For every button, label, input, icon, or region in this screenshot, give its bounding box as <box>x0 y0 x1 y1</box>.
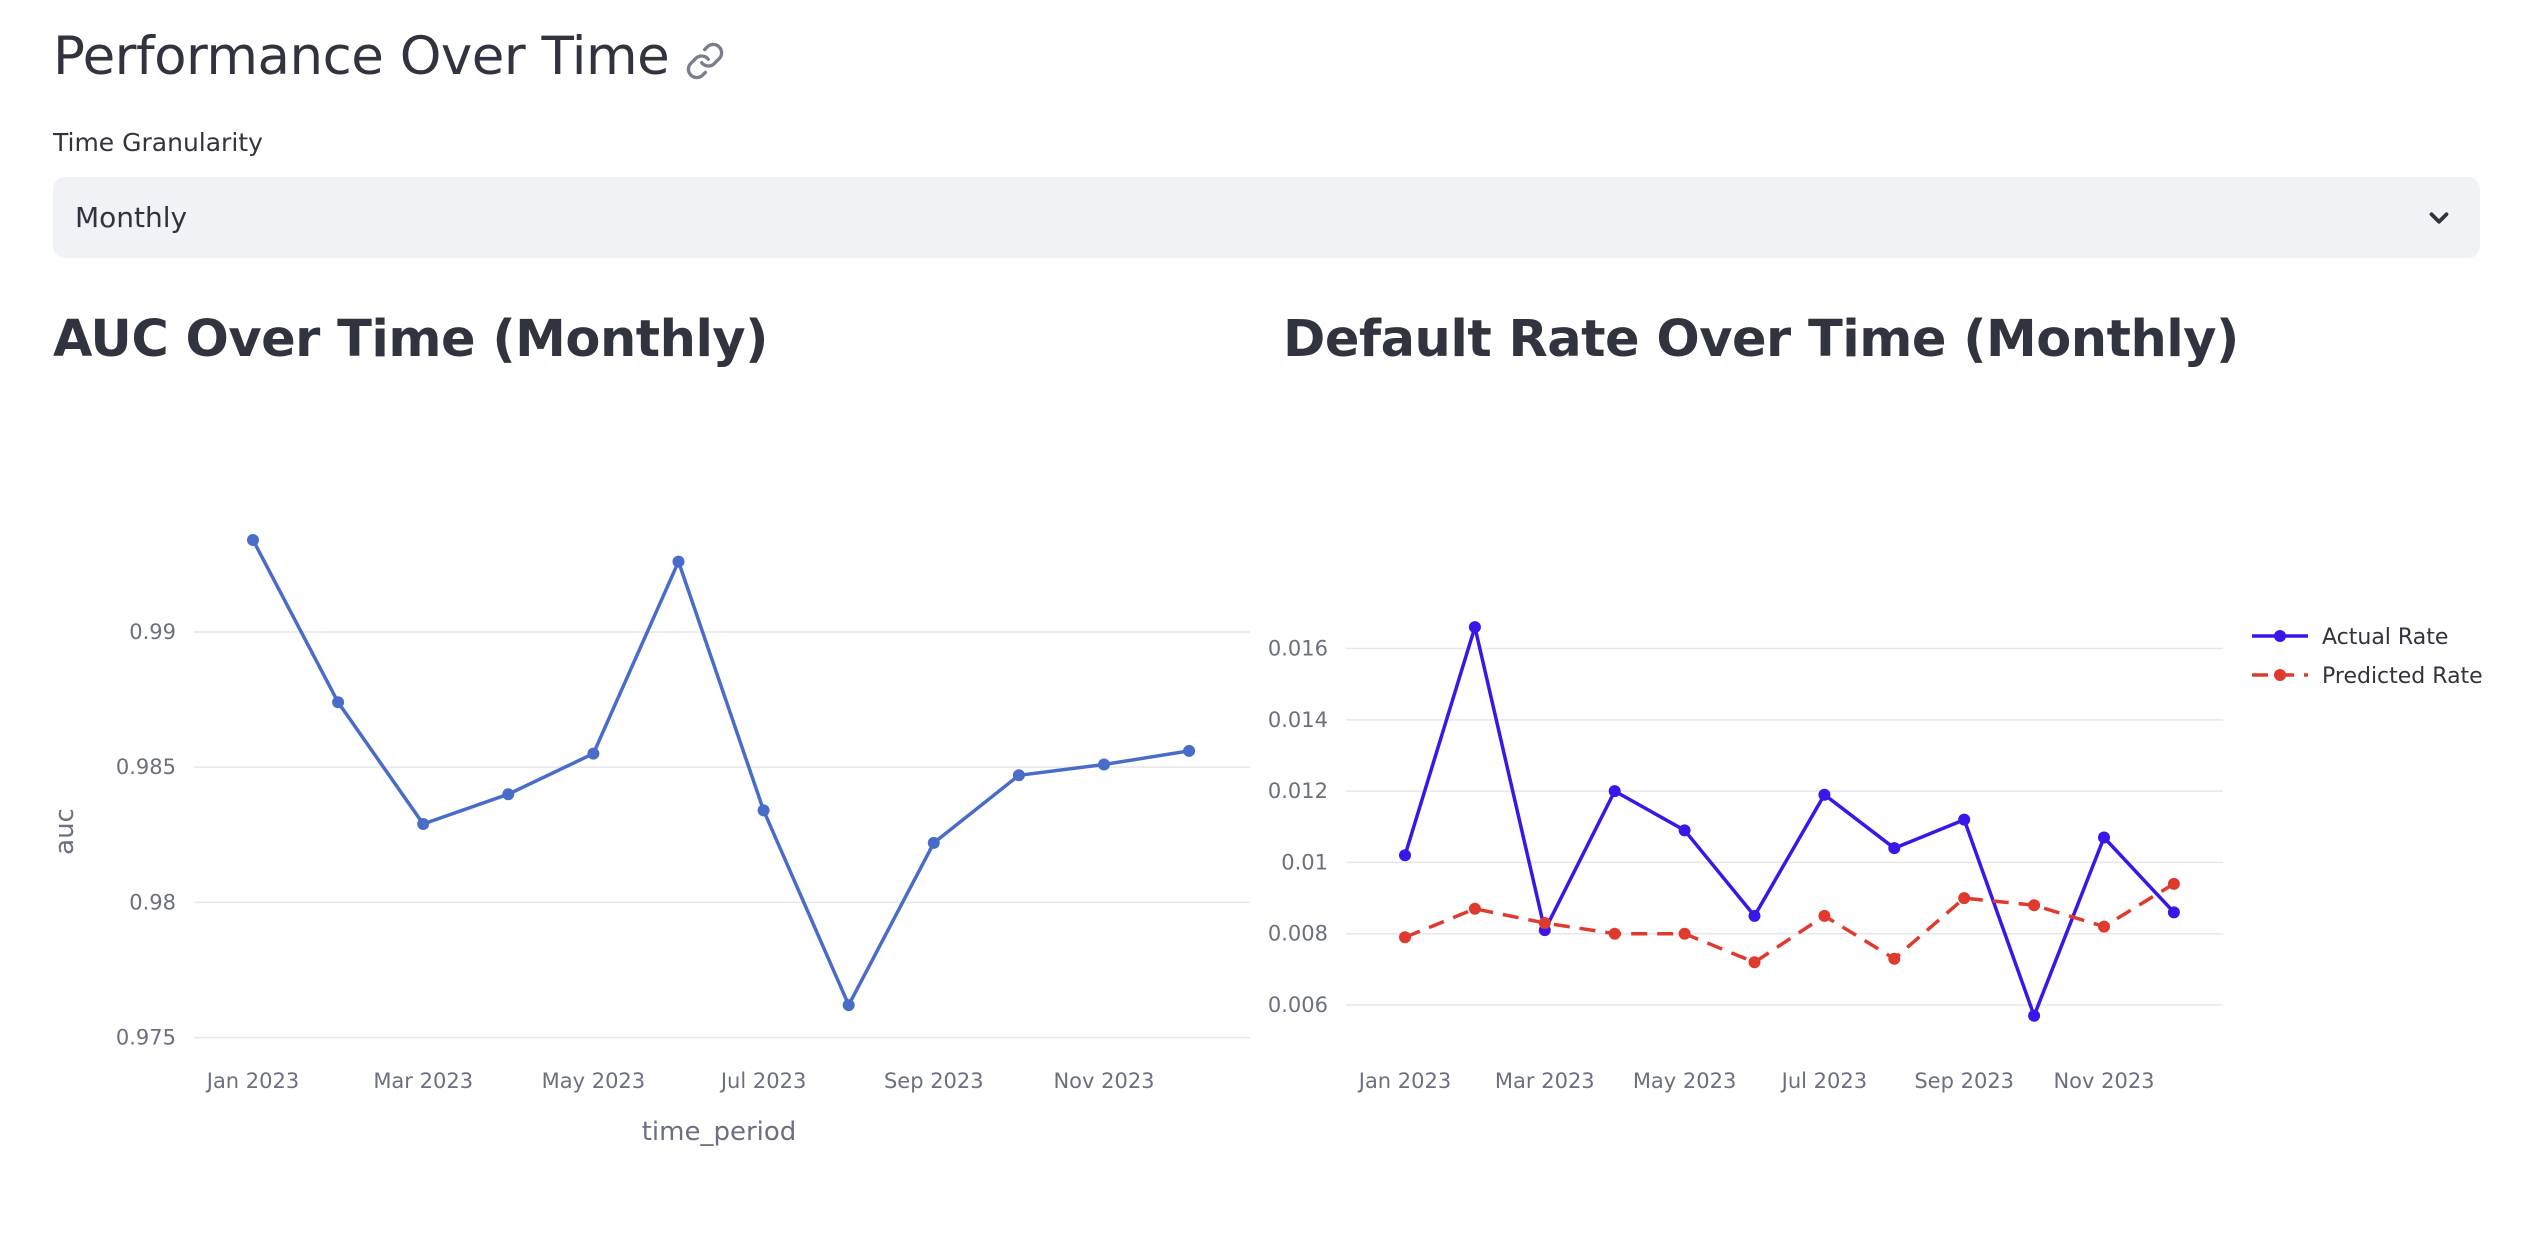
x-tick-label: Mar 2023 <box>373 1069 473 1093</box>
data-point <box>1468 902 1481 915</box>
x-tick-label: Nov 2023 <box>2053 1069 2154 1093</box>
chevron-down-icon <box>2424 203 2454 233</box>
data-point <box>1468 621 1481 634</box>
legend-label: Actual Rate <box>2322 625 2448 650</box>
y-tick-label: 0.012 <box>1268 779 1328 803</box>
y-tick-label: 0.98 <box>129 890 176 914</box>
data-point <box>502 788 515 801</box>
y-tick-label: 0.99 <box>129 620 176 644</box>
data-point <box>757 804 770 817</box>
y-tick-label: 0.016 <box>1268 637 1328 661</box>
default-rate-chart-title: Default Rate Over Time (Monthly) <box>1283 310 2239 369</box>
x-tick-label: May 2023 <box>542 1069 646 1093</box>
y-tick-label: 0.01 <box>1281 850 1328 874</box>
data-point <box>1958 813 1971 826</box>
legend-label: Predicted Rate <box>2322 664 2483 689</box>
x-tick-label: Sep 2023 <box>884 1069 984 1093</box>
data-point <box>587 747 600 760</box>
x-tick-label: Jan 2023 <box>205 1069 300 1093</box>
legend-swatch-marker <box>2274 669 2286 681</box>
auc-chart-title: AUC Over Time (Monthly) <box>53 310 768 369</box>
data-point <box>672 555 685 568</box>
data-point <box>842 999 855 1012</box>
data-point <box>2167 877 2180 890</box>
series-line <box>1403 625 2176 1018</box>
y-tick-label: 0.014 <box>1268 708 1328 732</box>
data-point <box>2098 920 2110 933</box>
data-point <box>247 534 259 546</box>
data-point <box>1608 785 1621 798</box>
link-icon[interactable] <box>685 41 725 81</box>
data-point <box>2098 831 2110 844</box>
data-point <box>1888 842 1901 855</box>
x-tick-label: Jul 2023 <box>719 1069 806 1093</box>
data-point <box>1818 788 1831 801</box>
data-point <box>1678 927 1691 940</box>
data-point <box>1183 744 1196 757</box>
data-point <box>1678 824 1691 837</box>
series-line <box>251 539 1190 1007</box>
x-tick-label: Nov 2023 <box>1053 1069 1154 1093</box>
data-point <box>1958 892 1971 905</box>
data-point <box>2028 899 2041 912</box>
data-point <box>1538 917 1551 930</box>
data-point <box>417 817 430 830</box>
y-tick-label: 0.006 <box>1268 993 1328 1017</box>
x-tick-label: Jan 2023 <box>1357 1069 1452 1093</box>
data-point <box>1012 769 1025 782</box>
y-tick-label: 0.975 <box>116 1026 176 1050</box>
data-point <box>927 836 940 849</box>
x-tick-label: Mar 2023 <box>1495 1069 1595 1093</box>
data-point <box>2028 1009 2041 1022</box>
time-granularity-label: Time Granularity <box>53 128 263 157</box>
data-point <box>1748 909 1761 922</box>
data-point <box>332 696 345 709</box>
series-line <box>1404 882 2175 965</box>
page-header: Performance Over Time <box>53 22 725 92</box>
x-tick-label: May 2023 <box>1633 1069 1737 1093</box>
data-point <box>1748 956 1761 969</box>
data-point <box>1399 931 1411 944</box>
data-point <box>1098 758 1110 771</box>
data-point <box>2167 906 2180 919</box>
data-point <box>1888 952 1901 965</box>
y-tick-label: 0.008 <box>1268 922 1328 946</box>
time-granularity-value: Monthly <box>75 201 188 234</box>
legend-swatch-marker <box>2274 630 2286 642</box>
data-point <box>1399 849 1411 862</box>
y-axis-title: auc <box>50 808 80 855</box>
x-axis-title: time_period <box>642 1117 797 1147</box>
page-title: Performance Over Time <box>53 26 670 87</box>
data-point <box>1608 927 1621 940</box>
y-tick-label: 0.985 <box>116 755 176 779</box>
time-granularity-select[interactable]: Monthly <box>53 177 2480 258</box>
x-tick-label: Sep 2023 <box>1914 1069 2014 1093</box>
x-tick-label: Jul 2023 <box>1780 1069 1867 1093</box>
data-point <box>1818 909 1831 922</box>
